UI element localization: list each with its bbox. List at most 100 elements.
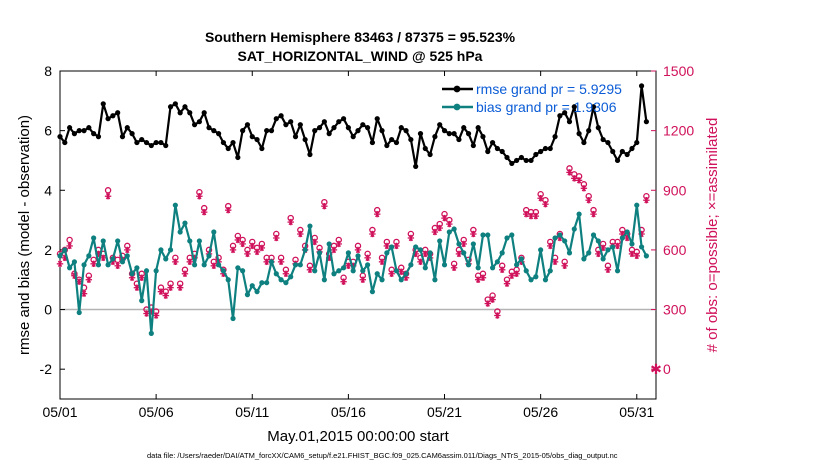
bias-point xyxy=(124,253,130,259)
rmse-point xyxy=(187,110,193,116)
rmse-point xyxy=(139,136,145,143)
rmse-point xyxy=(268,128,275,134)
rmse-point xyxy=(403,128,409,134)
y2-tick-label: 300 xyxy=(663,302,687,318)
rmse-series xyxy=(57,83,649,170)
rmse-point xyxy=(201,110,207,116)
rmse-point xyxy=(264,128,270,134)
bias-point xyxy=(244,292,251,298)
rmse-point xyxy=(340,116,347,122)
bias-point xyxy=(441,262,448,268)
obs-assimilated-point xyxy=(287,218,294,226)
obs-assimilated-point xyxy=(417,258,424,266)
bias-point xyxy=(153,268,159,274)
rmse-point xyxy=(62,139,68,146)
obs-assimilated-point xyxy=(503,280,511,287)
bias-point xyxy=(413,244,419,250)
bias-point xyxy=(86,253,92,259)
bias-point xyxy=(259,280,265,286)
rmse-point xyxy=(148,142,154,149)
obs-assimilated-point xyxy=(383,242,391,250)
obs-assimilated-point xyxy=(407,234,415,242)
obs-assimilated-point xyxy=(551,258,559,266)
obs-assimilated-point xyxy=(196,193,203,200)
rmse-point xyxy=(461,125,467,131)
obs-assimilated-point xyxy=(253,248,261,256)
obs-assimilated-point xyxy=(547,242,554,250)
bias-point xyxy=(268,259,275,265)
obs-assimilated-point xyxy=(167,284,174,291)
bias-point xyxy=(119,259,126,265)
obs-assimilated-point xyxy=(306,266,314,273)
rmse-point xyxy=(547,145,553,152)
bias-point xyxy=(475,265,481,271)
obs-assimilated-point xyxy=(172,258,179,266)
obs-assimilated-point xyxy=(532,212,540,220)
bias-point xyxy=(379,277,385,283)
obs-possible-point xyxy=(66,236,73,244)
obs-assimilated-point xyxy=(100,254,107,262)
rmse-point xyxy=(369,139,376,146)
bias-point xyxy=(408,262,414,268)
rmse-point xyxy=(629,145,635,152)
obs-assimilated-point xyxy=(335,240,342,248)
rmse-point xyxy=(81,128,87,134)
bias-point xyxy=(643,253,649,259)
obs-assimilated-point xyxy=(571,175,578,182)
bias-point xyxy=(225,277,231,283)
rmse-point xyxy=(374,116,380,122)
obs-assimilated-point xyxy=(479,274,487,281)
obs-assimilated-point xyxy=(595,250,602,258)
x-tick-label: 05/16 xyxy=(331,404,366,420)
rmse-point xyxy=(422,145,428,152)
y-tick-label: 8 xyxy=(44,63,52,79)
bias-point xyxy=(629,241,635,247)
bias-point xyxy=(316,250,323,256)
bias-point xyxy=(249,283,255,289)
rmse-point xyxy=(389,136,395,143)
legend-rmse-label: rmse grand pr = 5.9295 xyxy=(476,81,622,97)
rmse-point xyxy=(475,125,481,131)
bias-point xyxy=(624,229,630,235)
rmse-point xyxy=(336,119,342,125)
obs-assimilated-point xyxy=(143,310,150,317)
rmse-point xyxy=(586,128,592,134)
obs-assimilated-point xyxy=(90,260,97,268)
rmse-point xyxy=(230,139,236,146)
obs-possible-point xyxy=(104,187,112,194)
bias-point xyxy=(115,238,121,244)
obs-assimilated-point xyxy=(56,260,64,268)
bias-point xyxy=(100,238,106,244)
rmse-point xyxy=(76,128,82,134)
x-tick-label: 05/11 xyxy=(235,404,269,420)
bias-point xyxy=(393,268,400,274)
bias-point xyxy=(465,262,472,268)
rmse-point xyxy=(67,125,73,131)
legend-bias-marker xyxy=(453,103,461,111)
bias-point xyxy=(634,202,640,208)
rmse-point xyxy=(427,151,433,158)
rmse-point xyxy=(331,125,337,131)
bias-point xyxy=(283,280,289,286)
obs-assimilated-point xyxy=(455,250,463,258)
bias-point xyxy=(619,235,625,241)
bias-point xyxy=(235,265,241,271)
rmse-point xyxy=(499,148,505,155)
bias-point xyxy=(557,232,563,238)
rmse-point xyxy=(384,142,390,149)
rmse-point xyxy=(528,157,534,164)
bias-point xyxy=(307,223,313,229)
right-axis-obs-marker: ✱ xyxy=(650,362,662,378)
obs-assimilated-point xyxy=(277,258,285,266)
bias-point xyxy=(240,268,246,274)
y-tick-label: -2 xyxy=(40,361,53,377)
bias-point xyxy=(514,262,520,268)
obs-assimilated-point xyxy=(450,264,458,271)
rmse-point xyxy=(249,134,255,140)
bias-point xyxy=(552,235,558,241)
bias-point xyxy=(470,241,476,247)
rmse-point xyxy=(326,131,332,137)
y2-tick-label: 0 xyxy=(663,361,671,377)
bias-point xyxy=(177,229,183,235)
rmse-point xyxy=(71,131,78,137)
